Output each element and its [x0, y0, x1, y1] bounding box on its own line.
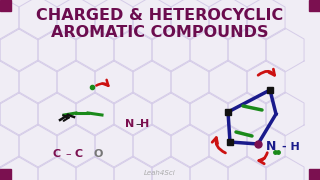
Text: O: O [93, 149, 103, 159]
Text: C: C [75, 149, 83, 159]
Text: –: – [135, 119, 141, 129]
Text: N: N [125, 119, 135, 129]
Text: Leah4Sci: Leah4Sci [144, 170, 176, 176]
Bar [309, 169, 320, 180]
Bar [309, 0, 320, 11]
Text: H: H [140, 119, 150, 129]
Bar [0, 0, 11, 11]
Text: –: – [65, 149, 71, 159]
Text: - H: - H [282, 142, 300, 152]
Text: C: C [53, 149, 61, 159]
Text: N: N [266, 141, 276, 154]
Text: CHARGED & HETEROCYCLIC: CHARGED & HETEROCYCLIC [36, 8, 284, 22]
Bar [0, 169, 11, 180]
Text: AROMATIC COMPOUNDS: AROMATIC COMPOUNDS [51, 24, 269, 39]
